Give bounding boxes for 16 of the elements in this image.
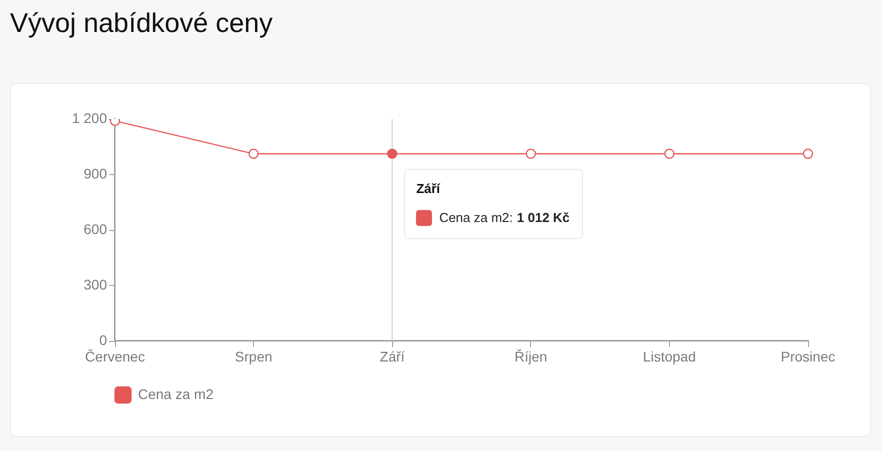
x-tick-label: Listopad [642, 348, 696, 364]
y-tick-label: 300 [84, 276, 108, 292]
x-tick-label: Říjen [514, 348, 548, 364]
y-tick-label: 1 200 [72, 110, 108, 126]
y-tick-label: 0 [99, 332, 108, 348]
y-tick-label: 600 [84, 220, 108, 237]
chart-title: Vývoj nabídkové ceny [10, 7, 273, 39]
y-tick-label: 900 [84, 165, 108, 182]
x-tick-label: Září [380, 348, 405, 364]
x-tick-label: Prosinec [780, 348, 836, 364]
annotation: 1 012 Kč [516, 210, 570, 226]
x-tick-label: Červenec [85, 348, 145, 364]
legend-label: Cena za m2 [138, 386, 214, 402]
x-tick-label: Srpen [234, 348, 272, 364]
ref-line-label: Září [416, 180, 442, 198]
annotation: Cena za m2: [439, 210, 513, 226]
